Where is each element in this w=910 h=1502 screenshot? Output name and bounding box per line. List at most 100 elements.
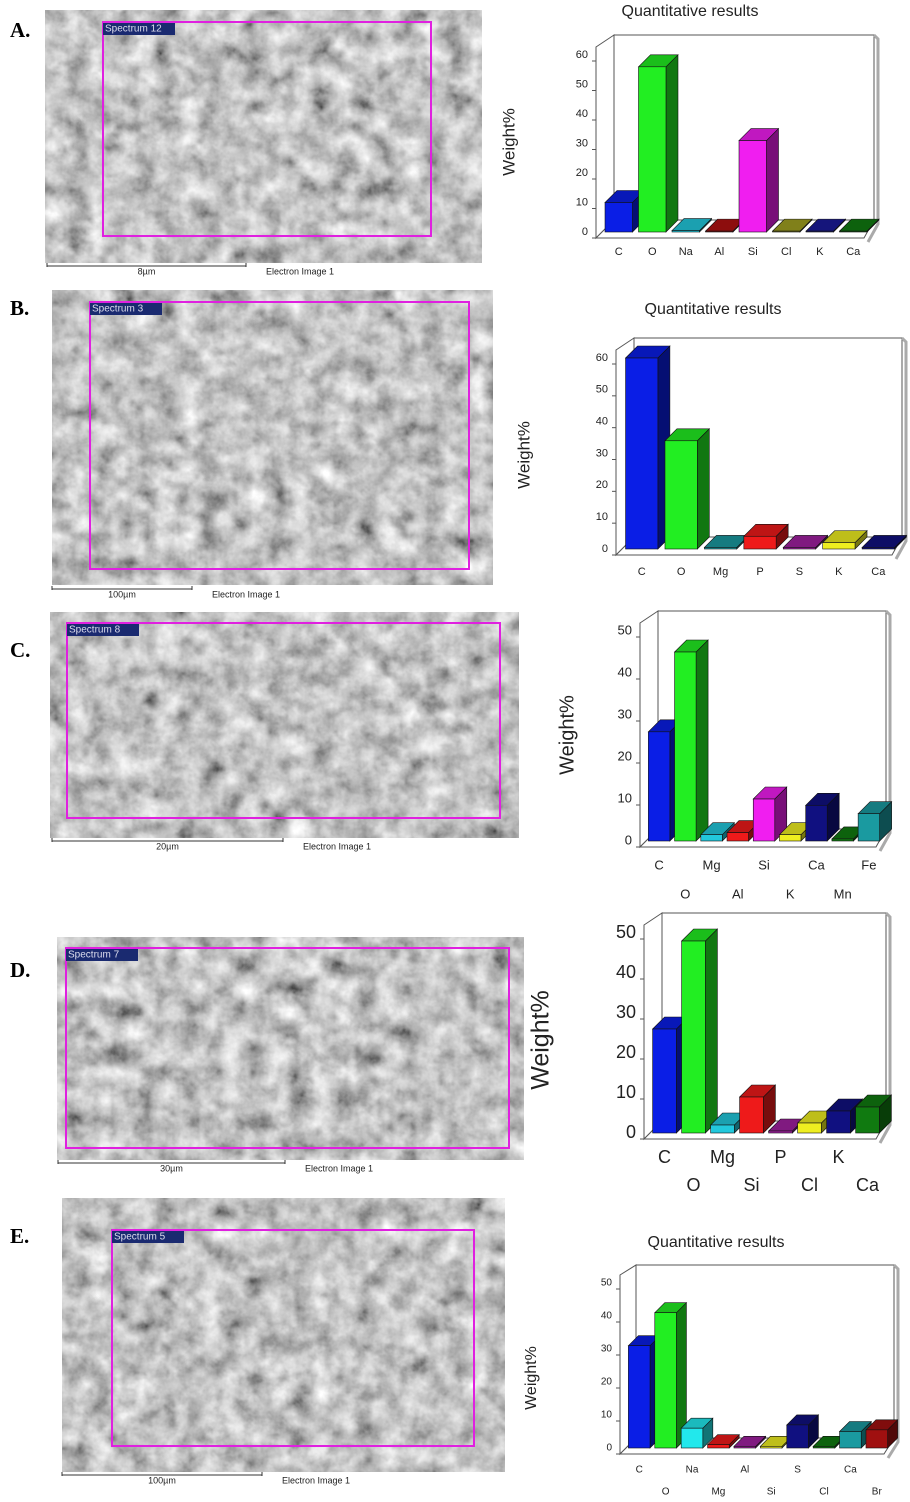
spectrum-tag: Spectrum 7 — [68, 950, 120, 961]
x-tick-label: O — [686, 1175, 700, 1195]
y-tick-label: 60 — [596, 352, 608, 364]
y-tick-label: 30 — [616, 1002, 636, 1022]
y-tick-label: 50 — [616, 922, 636, 942]
bar — [734, 1446, 756, 1448]
bar — [605, 203, 632, 233]
x-tick-label: Fe — [861, 857, 876, 872]
bar — [655, 1313, 677, 1448]
panel-label: B. — [10, 296, 29, 320]
x-tick-label: Cl — [801, 1175, 818, 1195]
chart-title: Quantitative results — [645, 301, 782, 318]
x-tick-label: Ca — [856, 1175, 880, 1195]
x-tick-label: K — [816, 246, 824, 258]
bar — [787, 1425, 809, 1448]
y-tick-label: 40 — [618, 664, 632, 679]
x-tick-label: O — [680, 886, 690, 901]
y-axis-label: Weight% — [499, 108, 518, 176]
x-tick-label: Mg — [713, 566, 728, 578]
x-tick-label: Al — [732, 886, 744, 901]
bar-side — [705, 929, 717, 1133]
y-axis-label: Weight% — [514, 421, 533, 489]
y-axis-label: Weight% — [556, 695, 578, 775]
image-caption: Electron Image 1 — [212, 589, 280, 599]
x-tick-label: C — [638, 566, 646, 578]
scale-label: 8µm — [138, 266, 156, 276]
y-tick-label: 10 — [616, 1082, 636, 1102]
y-tick-label: 50 — [596, 384, 608, 396]
x-tick-label: Br — [872, 1487, 883, 1498]
chart-title: Quantitative results — [648, 1234, 785, 1251]
x-tick-label: Mn — [834, 886, 852, 901]
panel-label: E. — [10, 1224, 29, 1248]
x-tick-label: Mg — [703, 857, 721, 872]
x-tick-label: O — [648, 246, 657, 258]
y-tick-label: 40 — [596, 416, 608, 428]
x-tick-label: Al — [714, 246, 724, 258]
x-tick-label: Ca — [846, 246, 861, 258]
x-tick-label: C — [654, 857, 663, 872]
bar — [628, 1346, 650, 1448]
bar — [840, 1432, 862, 1449]
y-tick-label: 50 — [576, 78, 588, 90]
spectrum-tag: Spectrum 3 — [92, 304, 144, 315]
x-tick-label: O — [677, 566, 686, 578]
bar — [648, 732, 670, 841]
bar — [675, 652, 697, 841]
bar — [740, 1097, 764, 1133]
y-tick-label: 30 — [596, 447, 608, 459]
y-tick-label: 20 — [576, 167, 588, 179]
y-tick-label: 40 — [616, 962, 636, 982]
x-tick-label: P — [774, 1147, 786, 1167]
sem-image — [45, 10, 482, 263]
x-tick-label: O — [662, 1487, 670, 1498]
x-tick-label: Mg — [711, 1487, 725, 1498]
x-tick-label: Cl — [819, 1487, 828, 1498]
bar — [682, 941, 706, 1133]
y-tick-label: 10 — [596, 511, 608, 523]
x-tick-label: Si — [767, 1487, 776, 1498]
x-tick-label: Na — [679, 246, 694, 258]
x-tick-label: Ca — [871, 566, 886, 578]
y-tick-label: 20 — [596, 479, 608, 491]
bar — [760, 1446, 782, 1448]
x-tick-label: Ca — [808, 857, 825, 872]
sem-image — [57, 937, 524, 1160]
x-tick-label: K — [786, 886, 795, 901]
panel-label: A. — [10, 18, 30, 42]
y-tick-label: 20 — [601, 1377, 613, 1388]
scale-label: 100µm — [148, 1475, 176, 1485]
bar — [813, 1446, 835, 1448]
bar — [704, 547, 736, 549]
bar — [779, 835, 801, 841]
image-caption: Electron Image 1 — [282, 1475, 350, 1485]
spectrum-tag: Spectrum 5 — [114, 1232, 166, 1243]
bar — [840, 231, 867, 232]
bar — [753, 799, 775, 841]
bar — [827, 1111, 851, 1133]
x-tick-label: Na — [686, 1465, 699, 1476]
x-tick-label: P — [756, 566, 763, 578]
y-tick-label: 10 — [576, 196, 588, 208]
spectrum-tag: Spectrum 12 — [105, 24, 162, 35]
y-axis-label: Weight% — [523, 1346, 540, 1410]
x-tick-label: C — [615, 246, 623, 258]
y-tick-label: 20 — [616, 1042, 636, 1062]
bar — [862, 547, 894, 549]
bar — [639, 67, 666, 232]
panel-label: C. — [10, 638, 30, 662]
scale-label: 30µm — [160, 1163, 183, 1173]
x-tick-label: K — [832, 1147, 844, 1167]
y-tick-label: 0 — [626, 1122, 636, 1142]
bar — [681, 1428, 703, 1448]
bar — [823, 543, 855, 549]
scale-label: 100µm — [108, 589, 136, 599]
image-caption: Electron Image 1 — [303, 841, 371, 851]
bar — [769, 1131, 793, 1133]
x-tick-label: Ca — [844, 1465, 857, 1476]
y-tick-label: 30 — [601, 1344, 613, 1355]
y-tick-label: 30 — [576, 137, 588, 149]
bar — [701, 835, 723, 841]
bar — [858, 814, 880, 841]
x-tick-label: S — [796, 566, 803, 578]
bar-side — [766, 129, 778, 232]
